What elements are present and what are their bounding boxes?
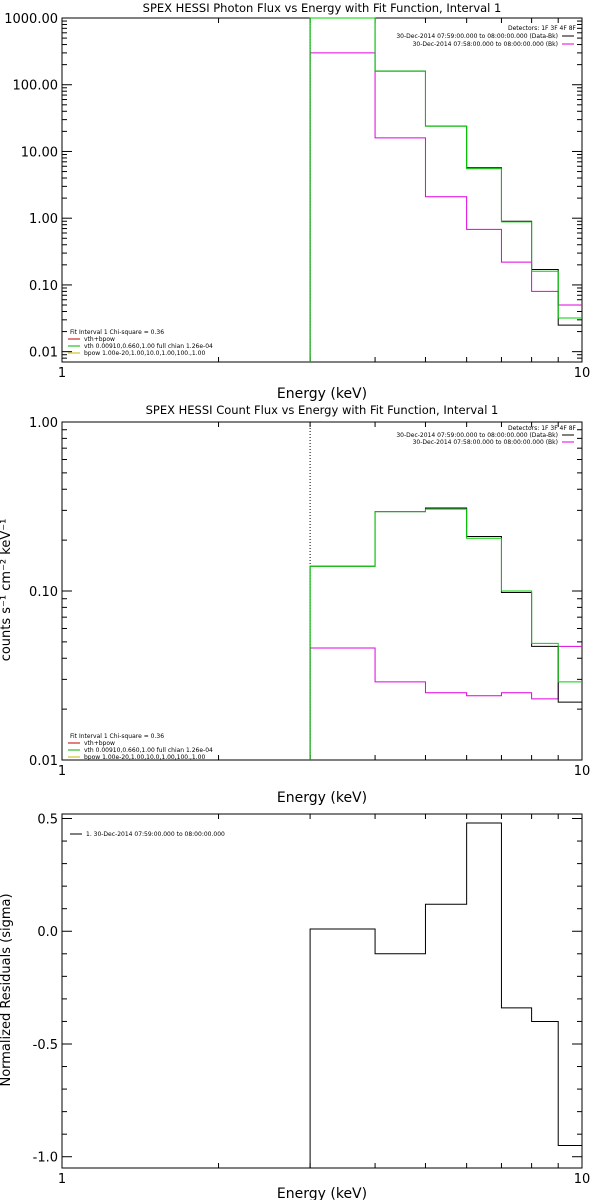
legend-bk: 30-Dec-2014 07:58:00.000 to 08:00:00.000…	[413, 41, 558, 48]
legend-vth: vth 0.00910,0.660,1.00 full chian 1.26e-…	[84, 747, 213, 754]
count-flux-title: SPEX HESSI Count Flux vs Energy with Fit…	[146, 403, 499, 417]
photon-flux-xlabel: Energy (keV)	[277, 386, 367, 402]
y-tick-label: 10.00	[21, 145, 58, 160]
legend-detectors: Detectors: 1F 3F 4F 8F	[508, 425, 577, 432]
residuals-plot: 1 10 -1.0 -0.5 0.0 0.5	[33, 813, 591, 1187]
photon-flux-legend-bottom: Fit Interval 1 Chi-square = 0.36 vth+bpo…	[68, 329, 213, 357]
count-flux-xlabel: Energy (keV)	[277, 790, 367, 806]
legend-vthbpow: vth+bpow	[84, 336, 115, 343]
y-tick-label: 100.00	[13, 79, 59, 94]
fit-total-series	[309, 17, 582, 362]
legend-bk: 30-Dec-2014 07:58:00.000 to 08:00:00.000…	[413, 439, 558, 446]
background-series	[309, 52, 582, 362]
legend-data-bk: 30-Dec-2014 07:59:00.000 to 08:00:00.000…	[396, 33, 558, 40]
x-tick-label: 1	[58, 366, 66, 381]
legend-fit-interval: Fit Interval 1 Chi-square = 0.36	[70, 329, 164, 336]
y-tick-label: 1000.00	[4, 12, 58, 27]
residual-series	[309, 822, 582, 1168]
y-tick-label: 0.10	[29, 585, 58, 600]
legend-vthbpow: vth+bpow	[84, 740, 115, 747]
x-tick-label: 1	[58, 1172, 66, 1187]
count-flux-legend-bottom: Fit Interval 1 Chi-square = 0.36 vth+bpo…	[68, 733, 213, 761]
count-flux-plot: 1 10 0.01 0.10 1.00	[29, 416, 590, 779]
y-tick-label: -1.0	[33, 1151, 58, 1166]
photon-flux-legend-top: Detectors: 1F 3F 4F 8F 30-Dec-2014 07:59…	[396, 25, 576, 48]
y-tick-label: 0.5	[37, 813, 58, 828]
background-series	[309, 645, 582, 760]
y-tick-label: 1.00	[29, 416, 58, 431]
y-tick-label: 0.01	[29, 754, 58, 769]
fit-total-series	[309, 508, 582, 760]
x-tick-label: 10	[574, 764, 591, 779]
residuals-xlabel: Energy (keV)	[277, 1186, 367, 1200]
x-tick-label: 10	[574, 366, 591, 381]
legend-fit-interval: Fit Interval 1 Chi-square = 0.36	[70, 733, 164, 740]
legend-residual-interval: 1. 30-Dec-2014 07:59:00.000 to 08:00:00.…	[86, 831, 225, 838]
count-flux-ylabel: counts s⁻¹ cm⁻² keV⁻¹	[0, 519, 14, 662]
legend-bpow: bpow 1.00e-20,1.00,10.0,1.00,100.,1.00	[84, 754, 205, 761]
x-tick-label: 1	[58, 764, 66, 779]
photon-flux-plot: 1 10 0.01 0.10 1.00 10.00 100.00 1000.00	[4, 12, 590, 381]
legend-data-bk: 30-Dec-2014 07:59:00.000 to 08:00:00.000…	[396, 432, 558, 439]
legend-bpow: bpow 1.00e-20,1.00,10.0,1.00,100.,1.00	[84, 350, 205, 357]
y-tick-label: 0.10	[29, 279, 58, 294]
y-tick-label: 0.01	[29, 346, 58, 361]
count-flux-legend-top: Detectors: 1F 3F 4F 8F 30-Dec-2014 07:59…	[396, 425, 576, 446]
y-tick-label: 1.00	[29, 212, 58, 227]
photon-flux-title: SPEX HESSI Photon Flux vs Energy with Fi…	[143, 1, 502, 15]
y-tick-label: -0.5	[33, 1038, 58, 1053]
count-flux-panel: SPEX HESSI Count Flux vs Energy with Fit…	[0, 403, 590, 806]
residuals-panel: Energy (keV) Normalized Residuals (sigma…	[0, 813, 590, 1200]
x-tick-label: 10	[574, 1172, 591, 1187]
legend-vth: vth 0.00910,0.660,1.00 full chian 1.26e-…	[84, 343, 213, 350]
photon-flux-panel: SPEX HESSI Photon Flux vs Energy with Fi…	[4, 1, 590, 402]
residuals-ylabel: Normalized Residuals (sigma)	[0, 893, 14, 1086]
axes-frame	[61, 813, 583, 1169]
residuals-legend: 1. 30-Dec-2014 07:59:00.000 to 08:00:00.…	[70, 831, 225, 838]
legend-detectors: Detectors: 1F 3F 4F 8F	[508, 25, 577, 32]
y-tick-label: 0.0	[37, 925, 58, 940]
